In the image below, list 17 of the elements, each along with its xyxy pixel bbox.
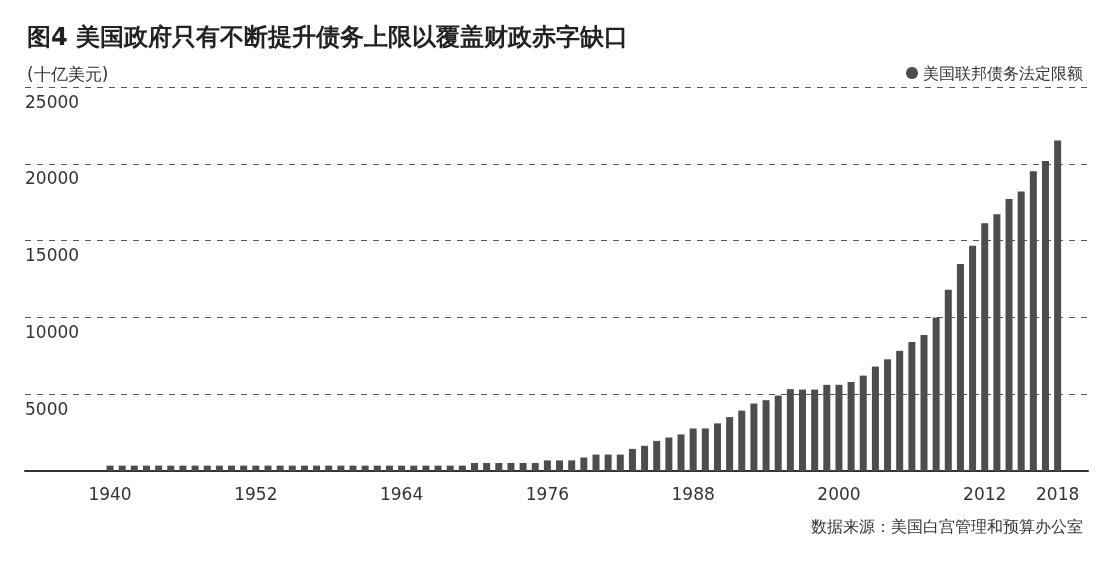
x-tick-label: 1952 — [234, 483, 278, 504]
y-tick-label: 20000 — [25, 168, 80, 189]
source-note: 数据来源：美国白宫管理和预算办公室 — [811, 516, 1083, 536]
x-tick-label: 1976 — [525, 483, 570, 504]
y-tick-label: 25000 — [25, 91, 80, 112]
x-tick-label: 2000 — [817, 483, 861, 504]
x-tick-label: 1940 — [88, 483, 132, 504]
legend-label: 美国联邦债务法定限额 — [923, 63, 1083, 83]
y-tick-label: 5000 — [25, 398, 69, 419]
chart-title: 图4 美国政府只有不断提升债务上限以覆盖财政赤字缺口 — [27, 23, 629, 51]
y-tick-label: 15000 — [25, 245, 80, 266]
x-tick-label: 1964 — [379, 483, 424, 504]
y-tick-label: 10000 — [25, 321, 80, 342]
y-axis-title: (十亿美元) — [27, 63, 109, 84]
x-tick-label: 1988 — [671, 483, 715, 504]
x-tick-label: 2018 — [1036, 483, 1080, 504]
x-tick-label: 2012 — [963, 483, 1007, 504]
